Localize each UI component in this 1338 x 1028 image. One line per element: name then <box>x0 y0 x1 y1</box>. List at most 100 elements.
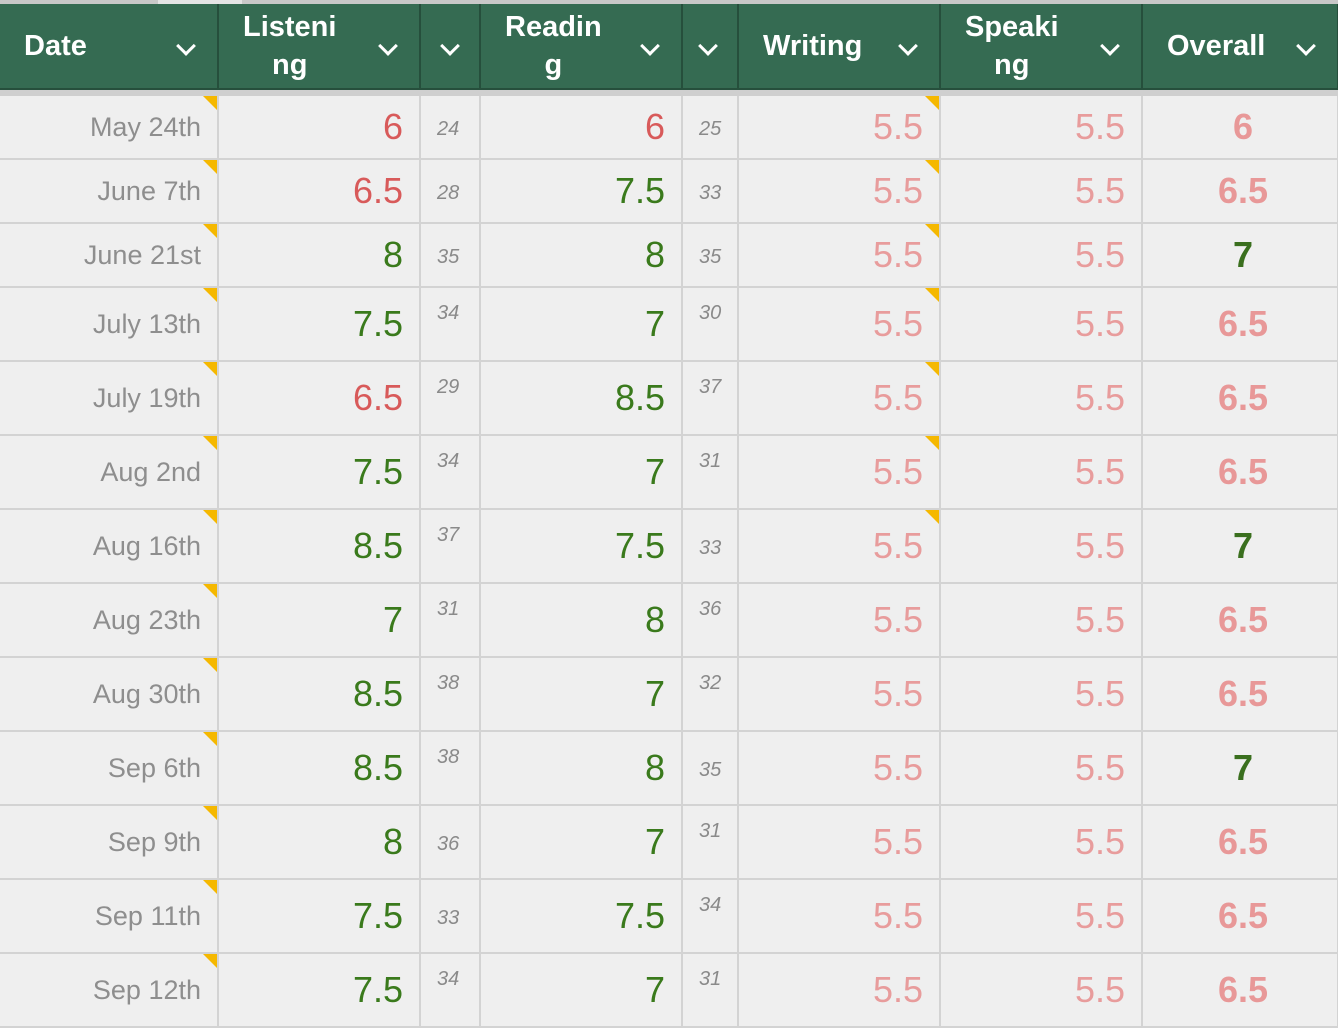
cell-speaking[interactable]: 5.5 <box>940 583 1143 658</box>
cell-speaking[interactable]: 5.5 <box>940 435 1143 510</box>
cell-listening-raw[interactable]: 24 <box>420 96 481 160</box>
cell-listening[interactable]: 8.5 <box>218 509 421 584</box>
cell-overall[interactable]: 6 <box>1142 96 1338 160</box>
cell-reading-raw[interactable]: 34 <box>682 879 739 954</box>
header-reading-raw[interactable] <box>682 4 739 90</box>
cell-listening[interactable]: 8 <box>218 223 421 288</box>
cell-overall[interactable]: 6.5 <box>1142 879 1338 954</box>
cell-date[interactable]: July 13th <box>0 287 219 362</box>
cell-reading-raw[interactable]: 32 <box>682 657 739 732</box>
cell-date[interactable]: Sep 6th <box>0 731 219 806</box>
cell-listening[interactable]: 7.5 <box>218 435 421 510</box>
comment-marker-icon[interactable] <box>203 658 216 672</box>
cell-listening[interactable]: 6.5 <box>218 159 421 224</box>
cell-speaking[interactable]: 5.5 <box>940 287 1143 362</box>
cell-reading[interactable]: 6 <box>480 96 683 160</box>
cell-reading-raw[interactable]: 37 <box>682 361 739 436</box>
cell-speaking[interactable]: 5.5 <box>940 879 1143 954</box>
cell-listening-raw[interactable]: 38 <box>420 657 481 732</box>
cell-writing[interactable]: 5.5 <box>738 159 941 224</box>
cell-reading[interactable]: 8.5 <box>480 361 683 436</box>
cell-overall[interactable]: 7 <box>1142 223 1338 288</box>
cell-writing[interactable]: 5.5 <box>738 223 941 288</box>
cell-date[interactable]: Aug 23th <box>0 583 219 658</box>
cell-reading[interactable]: 7 <box>480 287 683 362</box>
cell-reading-raw[interactable]: 35 <box>682 223 739 288</box>
cell-reading-raw[interactable]: 31 <box>682 953 739 1028</box>
cell-date[interactable]: July 19th <box>0 361 219 436</box>
cell-overall[interactable]: 6.5 <box>1142 361 1338 436</box>
cell-reading-raw[interactable]: 31 <box>682 435 739 510</box>
comment-marker-icon[interactable] <box>203 510 216 524</box>
cell-writing[interactable]: 5.5 <box>738 583 941 658</box>
cell-writing[interactable]: 5.5 <box>738 287 941 362</box>
cell-speaking[interactable]: 5.5 <box>940 509 1143 584</box>
cell-listening[interactable]: 7 <box>218 583 421 658</box>
cell-listening-raw[interactable]: 38 <box>420 731 481 806</box>
cell-writing[interactable]: 5.5 <box>738 805 941 880</box>
comment-marker-icon[interactable] <box>925 510 938 524</box>
comment-marker-icon[interactable] <box>203 288 216 302</box>
cell-listening-raw[interactable]: 36 <box>420 805 481 880</box>
cell-speaking[interactable]: 5.5 <box>940 361 1143 436</box>
cell-listening[interactable]: 7.5 <box>218 879 421 954</box>
cell-reading-raw[interactable]: 36 <box>682 583 739 658</box>
cell-writing[interactable]: 5.5 <box>738 879 941 954</box>
comment-marker-icon[interactable] <box>203 160 216 174</box>
cell-reading[interactable]: 7 <box>480 953 683 1028</box>
chevron-down-icon[interactable] <box>440 36 460 56</box>
cell-date[interactable]: June 21st <box>0 223 219 288</box>
comment-marker-icon[interactable] <box>203 880 216 894</box>
cell-writing[interactable]: 5.5 <box>738 361 941 436</box>
chevron-down-icon[interactable] <box>698 36 718 56</box>
cell-listening-raw[interactable]: 34 <box>420 287 481 362</box>
cell-reading[interactable]: 7.5 <box>480 879 683 954</box>
cell-listening[interactable]: 8 <box>218 805 421 880</box>
header-writing[interactable]: Writing <box>738 4 941 90</box>
cell-writing[interactable]: 5.5 <box>738 96 941 160</box>
header-listening[interactable]: Listeni ng <box>218 4 421 90</box>
cell-writing[interactable]: 5.5 <box>738 953 941 1028</box>
cell-reading[interactable]: 8 <box>480 731 683 806</box>
cell-listening[interactable]: 6.5 <box>218 361 421 436</box>
cell-listening-raw[interactable]: 34 <box>420 953 481 1028</box>
header-reading[interactable]: Readin g <box>480 4 683 90</box>
cell-listening-raw[interactable]: 29 <box>420 361 481 436</box>
cell-reading[interactable]: 7 <box>480 657 683 732</box>
comment-marker-icon[interactable] <box>203 732 216 746</box>
cell-date[interactable]: Aug 30th <box>0 657 219 732</box>
comment-marker-icon[interactable] <box>925 288 938 302</box>
cell-reading-raw[interactable]: 35 <box>682 731 739 806</box>
cell-speaking[interactable]: 5.5 <box>940 96 1143 160</box>
cell-date[interactable]: May 24th <box>0 96 219 160</box>
comment-marker-icon[interactable] <box>925 160 938 174</box>
cell-listening[interactable]: 7.5 <box>218 953 421 1028</box>
cell-overall[interactable]: 6.5 <box>1142 657 1338 732</box>
cell-listening[interactable]: 8.5 <box>218 731 421 806</box>
cell-reading[interactable]: 7 <box>480 435 683 510</box>
cell-reading-raw[interactable]: 33 <box>682 159 739 224</box>
cell-writing[interactable]: 5.5 <box>738 435 941 510</box>
comment-marker-icon[interactable] <box>925 436 938 450</box>
cell-overall[interactable]: 6.5 <box>1142 435 1338 510</box>
cell-listening[interactable]: 6 <box>218 96 421 160</box>
cell-overall[interactable]: 6.5 <box>1142 953 1338 1028</box>
cell-reading-raw[interactable]: 30 <box>682 287 739 362</box>
comment-marker-icon[interactable] <box>203 954 216 968</box>
cell-overall[interactable]: 6.5 <box>1142 583 1338 658</box>
header-speaking[interactable]: Speaki ng <box>940 4 1143 90</box>
cell-listening[interactable]: 8.5 <box>218 657 421 732</box>
cell-speaking[interactable]: 5.5 <box>940 805 1143 880</box>
comment-marker-icon[interactable] <box>925 96 938 110</box>
comment-marker-icon[interactable] <box>203 584 216 598</box>
cell-date[interactable]: June 7th <box>0 159 219 224</box>
cell-writing[interactable]: 5.5 <box>738 657 941 732</box>
cell-date[interactable]: Sep 9th <box>0 805 219 880</box>
cell-speaking[interactable]: 5.5 <box>940 159 1143 224</box>
cell-speaking[interactable]: 5.5 <box>940 223 1143 288</box>
cell-overall[interactable]: 7 <box>1142 731 1338 806</box>
header-listening-raw[interactable] <box>420 4 481 90</box>
cell-listening-raw[interactable]: 28 <box>420 159 481 224</box>
cell-reading-raw[interactable]: 31 <box>682 805 739 880</box>
cell-listening-raw[interactable]: 37 <box>420 509 481 584</box>
